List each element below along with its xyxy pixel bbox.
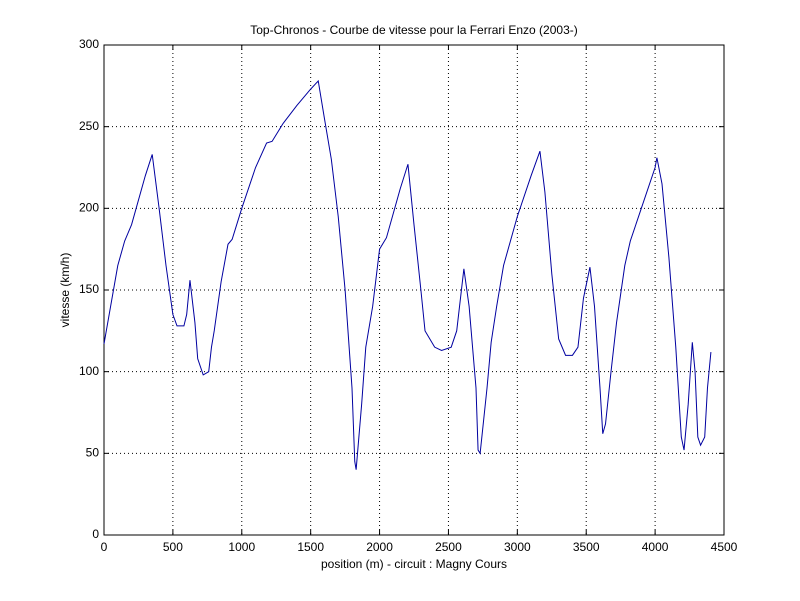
x-tick-label: 0 xyxy=(101,540,108,554)
x-axis-label: position (m) - circuit : Magny Cours xyxy=(321,557,507,571)
x-tick-label: 4500 xyxy=(711,540,738,554)
x-tick-label: 3500 xyxy=(573,540,600,554)
x-tick-label: 3000 xyxy=(504,540,531,554)
y-tick-label: 50 xyxy=(86,446,100,460)
data-line xyxy=(103,79,712,470)
y-axis-label: vitesse (km/h) xyxy=(58,253,72,328)
x-tick-label: 2500 xyxy=(435,540,462,554)
y-tick-label: 0 xyxy=(92,527,99,541)
x-tick-label: 1000 xyxy=(228,540,255,554)
y-tick-label: 150 xyxy=(79,282,99,296)
chart-title: Top-Chronos - Courbe de vitesse pour la … xyxy=(250,23,577,37)
x-tick-label: 500 xyxy=(163,540,183,554)
y-tick-label: 250 xyxy=(79,119,99,133)
x-tick-label: 1500 xyxy=(297,540,324,554)
y-tick-label: 300 xyxy=(79,37,99,51)
x-tick-label: 4000 xyxy=(642,540,669,554)
x-tick-label: 2000 xyxy=(366,540,393,554)
y-tick-label: 100 xyxy=(79,364,99,378)
y-tick-label: 200 xyxy=(79,201,99,215)
